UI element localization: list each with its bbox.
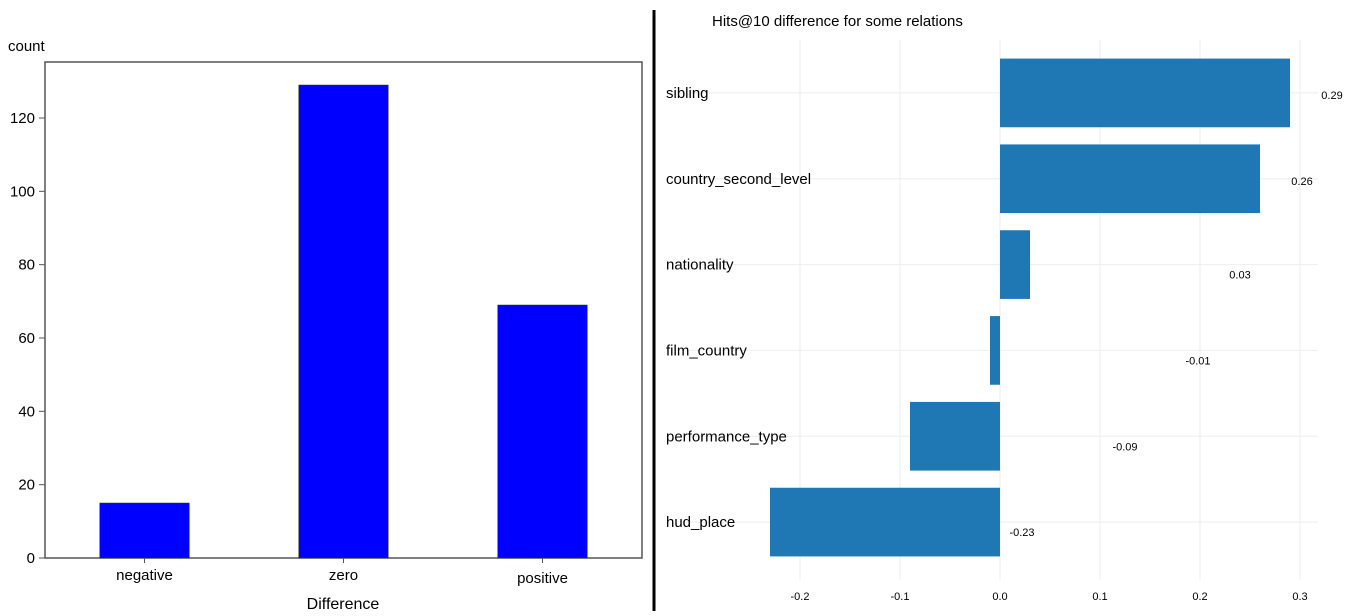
x-tick-label: positive xyxy=(517,570,568,587)
bar-nationality xyxy=(1000,230,1030,299)
y-tick-label: 100 xyxy=(10,183,35,200)
x-tick-label: 0.3 xyxy=(1292,591,1307,603)
chart-title: Hits@10 difference for some relations xyxy=(712,13,963,30)
value-label: 0.03 xyxy=(1229,270,1250,282)
bar-performance-type xyxy=(910,401,1000,471)
bar-positive xyxy=(497,304,588,559)
y-tick-label: 40 xyxy=(18,403,35,420)
x-tick-label: -0.2 xyxy=(791,591,810,603)
hits-difference-chart: Hits@10 difference for some relations -0… xyxy=(666,13,1343,603)
x-tick-label: negative xyxy=(116,567,173,584)
x-tick-label: 0.0 xyxy=(992,591,1007,603)
x-tick-label: 0.2 xyxy=(1192,591,1207,603)
value-label: 0.26 xyxy=(1291,176,1312,188)
count-histogram-chart: count Difference 0 20 40 60 80 100 120 negativ… xyxy=(8,38,643,613)
x-tick-label: zero xyxy=(329,567,358,584)
y-tick-label: 120 xyxy=(10,110,35,127)
y-tick-label: 60 xyxy=(18,330,35,347)
y-tick-label: 80 xyxy=(18,257,35,274)
value-label: -0.01 xyxy=(1185,355,1210,367)
y-axis-label: count xyxy=(8,38,46,55)
category-label: hud_place xyxy=(666,514,735,531)
bar-sibling xyxy=(1000,58,1290,128)
bar-zero xyxy=(298,84,389,559)
value-label: -0.23 xyxy=(1009,527,1034,539)
x-tick-label: 0.1 xyxy=(1092,591,1107,603)
y-tick-label: 20 xyxy=(18,477,35,494)
bar-negative xyxy=(99,502,190,559)
category-label: film_country xyxy=(666,342,747,359)
bar-film-country xyxy=(990,316,1000,385)
category-label: sibling xyxy=(666,85,709,102)
category-label: nationality xyxy=(666,257,734,274)
value-label: 0.29 xyxy=(1321,90,1342,102)
bar-hud-place xyxy=(770,487,1000,557)
category-label: country_second_level xyxy=(666,171,811,188)
bar-country-second-level xyxy=(1000,144,1260,214)
y-tick-label: 0 xyxy=(27,550,35,567)
value-label: -0.09 xyxy=(1112,441,1137,453)
x-axis-label: Difference xyxy=(307,596,380,611)
category-label: performance_type xyxy=(666,428,787,445)
x-tick-label: -0.1 xyxy=(891,591,910,603)
